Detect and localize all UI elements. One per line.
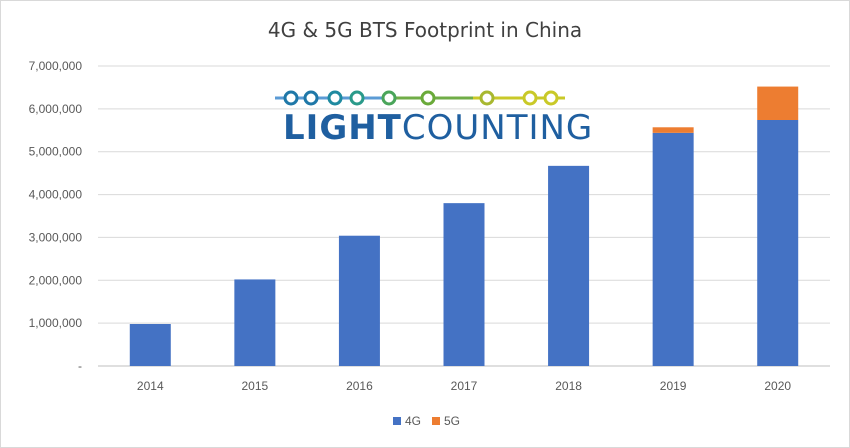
logo-wordmark: LIGHTCOUNTING <box>283 108 593 148</box>
legend-swatch-5g <box>432 417 440 425</box>
logo-dot <box>327 90 343 106</box>
y-tick-label: 3,000,000 <box>29 230 83 244</box>
bar-4g-2019 <box>652 132 694 366</box>
logo-text-light: LIGHT <box>283 108 402 148</box>
y-tick-label: 2,000,000 <box>29 273 83 287</box>
y-tick-label: - <box>78 359 82 373</box>
legend-label-5g: 5G <box>444 414 460 428</box>
bar-4g-2016 <box>338 235 380 366</box>
y-tick-label: 5,000,000 <box>29 145 83 159</box>
bar-5g-2019 <box>652 127 694 133</box>
logo-dot <box>381 90 397 106</box>
bar-4g-2018 <box>548 165 590 366</box>
legend-label-4g: 4G <box>405 414 421 428</box>
logo-dot <box>349 90 365 106</box>
x-tick-label: 2014 <box>137 379 164 393</box>
chart-title: 4G & 5G BTS Footprint in China <box>267 18 583 42</box>
logo-dots-graphic <box>275 90 565 106</box>
y-tick-label: 1,000,000 <box>29 316 83 330</box>
logo-text-counting: COUNTING <box>401 108 594 148</box>
x-tick-label: 2018 <box>555 379 582 393</box>
bar-4g-2020 <box>757 120 799 366</box>
bar-4g-2017 <box>443 203 485 366</box>
y-tick-label: 7,000,000 <box>29 59 83 73</box>
x-tick-label: 2017 <box>451 379 478 393</box>
x-tick-label: 2015 <box>242 379 269 393</box>
x-tick-label: 2016 <box>346 379 373 393</box>
logo-dot <box>283 90 299 106</box>
logo-dot <box>420 90 436 106</box>
legend-swatch-4g <box>393 417 401 425</box>
logo-dot <box>543 90 559 106</box>
bar-4g-2014 <box>129 324 171 366</box>
y-tick-label: 4,000,000 <box>29 188 83 202</box>
logo-dot <box>303 90 319 106</box>
y-tick-label: 6,000,000 <box>29 102 83 116</box>
bar-5g-2020 <box>757 86 799 120</box>
logo-dot <box>522 90 538 106</box>
x-tick-label: 2020 <box>764 379 791 393</box>
logo-dot <box>479 90 495 106</box>
bar-4g-2015 <box>234 279 276 366</box>
lightcounting-logo: LIGHTCOUNTING <box>273 86 592 150</box>
x-tick-label: 2019 <box>660 379 687 393</box>
